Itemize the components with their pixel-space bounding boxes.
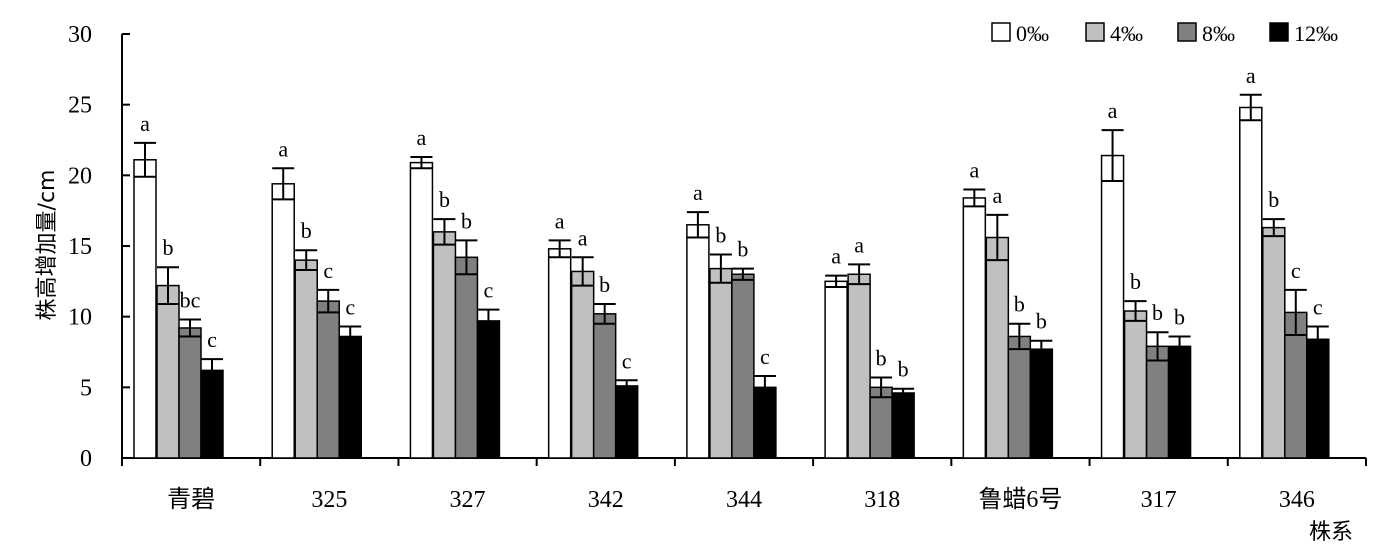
- legend-swatch: [1085, 22, 1105, 42]
- significance-label: b: [876, 345, 887, 370]
- bar: [731, 273, 755, 459]
- significance-label: c: [760, 344, 770, 369]
- significance-label: a: [969, 157, 979, 182]
- significance-label: a: [1108, 98, 1118, 123]
- y-tick-label: 20: [68, 163, 92, 189]
- bar: [1123, 310, 1148, 459]
- bar: [1029, 348, 1054, 459]
- bar: [824, 280, 848, 459]
- y-axis-title: 株高增加量/cm: [35, 170, 60, 321]
- significance-label: a: [417, 125, 427, 150]
- bar: [592, 313, 617, 459]
- bar: [338, 335, 362, 459]
- y-tick-label: 30: [68, 22, 92, 48]
- y-tick-label: 25: [68, 93, 92, 119]
- bar: [1167, 345, 1192, 459]
- significance-label: c: [207, 327, 217, 352]
- significance-label: b: [737, 237, 748, 262]
- legend-label: 8‰: [1202, 21, 1235, 46]
- significance-label: b: [1268, 187, 1279, 212]
- bar: [271, 183, 295, 459]
- x-tick-label: 346: [1279, 487, 1315, 513]
- bar: [985, 236, 1010, 459]
- significance-label: a: [278, 136, 288, 161]
- significance-label: b: [898, 357, 909, 382]
- significance-label: c: [345, 295, 355, 320]
- bar: [1262, 226, 1286, 459]
- significance-label: b: [301, 218, 312, 243]
- bar: [409, 161, 434, 459]
- bar: [133, 159, 157, 459]
- significance-label: c: [622, 348, 632, 373]
- legend-swatch: [1177, 22, 1197, 42]
- significance-label: b: [715, 222, 726, 247]
- x-tick-label: 鲁蜡6号: [978, 486, 1062, 513]
- legend-label: 0‰: [1016, 21, 1049, 46]
- bar: [847, 273, 871, 459]
- legend: 0‰ 4‰ 8‰ 12‰: [991, 21, 1338, 46]
- significance-label: b: [1152, 300, 1163, 325]
- significance-label: b: [1130, 269, 1141, 294]
- bar: [1145, 345, 1170, 459]
- bar: [1007, 335, 1032, 459]
- bar: [547, 248, 572, 459]
- plot-area: 0 5 10 15 20 25 30 青碧 325 327 342 344 318 鲁蜡6号 317 346 a…: [68, 22, 1367, 513]
- significance-label: c: [484, 278, 494, 303]
- x-tick-label: 318: [864, 487, 900, 513]
- significance-label: a: [693, 180, 703, 205]
- bar: [454, 256, 479, 459]
- y-tick-label: 0: [80, 446, 92, 472]
- legend-swatch: [991, 22, 1011, 42]
- significance-label: b: [461, 208, 472, 233]
- bar: [1306, 338, 1330, 459]
- bar: [709, 267, 733, 459]
- significance-label: b: [599, 272, 610, 297]
- significance-label: b: [163, 235, 174, 260]
- significance-label: b: [1036, 309, 1047, 334]
- bar: [200, 369, 224, 459]
- bar: [614, 385, 639, 459]
- significance-label: b: [439, 187, 450, 212]
- x-tick-label: 327: [450, 487, 486, 513]
- significance-label: a: [555, 208, 565, 233]
- bar: [1100, 154, 1125, 459]
- bar: [570, 270, 595, 459]
- significance-label: a: [140, 111, 150, 136]
- significance-label: c: [1291, 258, 1301, 283]
- bar: [178, 327, 202, 459]
- bar: [686, 224, 710, 459]
- x-tick-label: 青碧: [167, 486, 215, 513]
- significance-label: a: [578, 225, 588, 250]
- x-tick-label: 317: [1141, 487, 1177, 513]
- significance-label: c: [1313, 295, 1323, 320]
- legend-swatch: [1269, 22, 1289, 42]
- significance-label: b: [1174, 304, 1185, 329]
- y-tick-label: 15: [68, 234, 92, 260]
- bar: [156, 284, 180, 459]
- significance-label: a: [1246, 63, 1256, 88]
- y-tick-label: 5: [80, 375, 92, 401]
- x-tick-label: 344: [726, 487, 762, 513]
- y-axis-title-group: 株高增加量/cm: [35, 170, 60, 321]
- bar: [316, 300, 340, 459]
- legend-label: 4‰: [1110, 21, 1143, 46]
- bar: [891, 392, 915, 459]
- significance-label: b: [1014, 292, 1025, 317]
- bar: [1239, 106, 1263, 459]
- x-tick-label: 342: [588, 487, 624, 513]
- x-axis-title: 株系: [1309, 520, 1353, 545]
- legend-label: 12‰: [1294, 21, 1338, 46]
- significance-label: a: [831, 244, 841, 269]
- bar: [476, 320, 501, 459]
- significance-label: c: [323, 258, 333, 283]
- significance-label: a: [992, 183, 1002, 208]
- y-tick-label: 10: [68, 305, 92, 331]
- bar: [432, 231, 457, 459]
- bar: [962, 197, 987, 459]
- bar: [294, 259, 318, 459]
- x-tick-label: 325: [311, 487, 347, 513]
- significance-label: bc: [180, 287, 201, 312]
- significance-label: a: [854, 232, 864, 257]
